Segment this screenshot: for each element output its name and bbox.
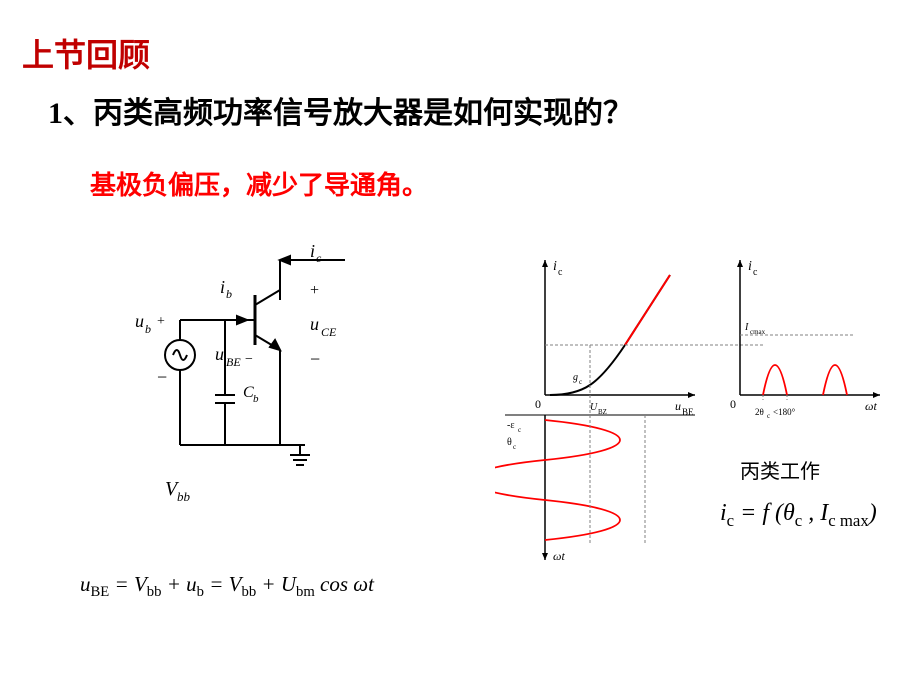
- svg-text:+: +: [157, 314, 165, 329]
- svg-text:g: g: [573, 372, 578, 383]
- svg-text:i: i: [748, 259, 752, 274]
- work-mode-label: 丙类工作: [740, 455, 820, 484]
- eq2-text: ic = f (θc , Ic max): [720, 500, 877, 526]
- svg-text:CE: CE: [321, 325, 337, 339]
- svg-text:c: c: [316, 251, 322, 265]
- answer-text: 基极负偏压，减少了导通角。: [90, 165, 428, 202]
- svg-text:i: i: [220, 277, 225, 297]
- svg-text:−: −: [157, 367, 167, 387]
- svg-text:I: I: [744, 322, 749, 333]
- svg-text:0: 0: [535, 397, 541, 411]
- svg-text:θ: θ: [507, 437, 512, 448]
- svg-text:-ε: -ε: [507, 420, 515, 431]
- circuit-diagram: i c i b u b + − u BE − C b u CE + − V bb: [115, 245, 375, 505]
- svg-text:i: i: [310, 245, 315, 261]
- svg-text:U: U: [590, 402, 598, 413]
- svg-text:u: u: [135, 311, 144, 331]
- svg-text:c: c: [753, 267, 758, 278]
- page-title: 上节回顾: [22, 30, 150, 76]
- svg-text:u: u: [215, 344, 224, 364]
- svg-text:b: b: [145, 322, 151, 336]
- question-text: 1、丙类高频功率信号放大器是如何实现的？: [48, 88, 633, 132]
- svg-text:BE: BE: [226, 355, 241, 369]
- svg-text:cmax: cmax: [750, 328, 766, 336]
- svg-text:c: c: [558, 267, 563, 278]
- svg-text:<180°: <180°: [773, 407, 796, 417]
- svg-text:ωt: ωt: [865, 399, 877, 413]
- equation-ube: uBE = Vbb + ub = Vbb + Ubm cos ωt: [80, 572, 374, 601]
- svg-text:c: c: [513, 443, 516, 451]
- svg-text:0: 0: [730, 397, 736, 411]
- svg-text:bb: bb: [177, 489, 191, 504]
- svg-text:−: −: [245, 352, 253, 367]
- svg-text:b: b: [226, 287, 232, 301]
- svg-text:u: u: [310, 314, 319, 334]
- eq-text: uBE = Vbb + ub = Vbb + Ubm cos ωt: [80, 572, 374, 596]
- svg-text:c: c: [518, 426, 521, 434]
- svg-text:c: c: [767, 412, 770, 420]
- svg-text:c: c: [579, 378, 582, 386]
- svg-text:u: u: [675, 399, 681, 413]
- svg-text:+: +: [310, 282, 319, 299]
- svg-text:−: −: [310, 349, 320, 369]
- svg-text:ωt: ωt: [553, 549, 565, 563]
- svg-text:b: b: [253, 393, 259, 405]
- svg-text:i: i: [553, 259, 557, 274]
- svg-text:2θ: 2θ: [755, 407, 764, 417]
- equation-ic: ic = f (θc , Ic max): [720, 500, 877, 531]
